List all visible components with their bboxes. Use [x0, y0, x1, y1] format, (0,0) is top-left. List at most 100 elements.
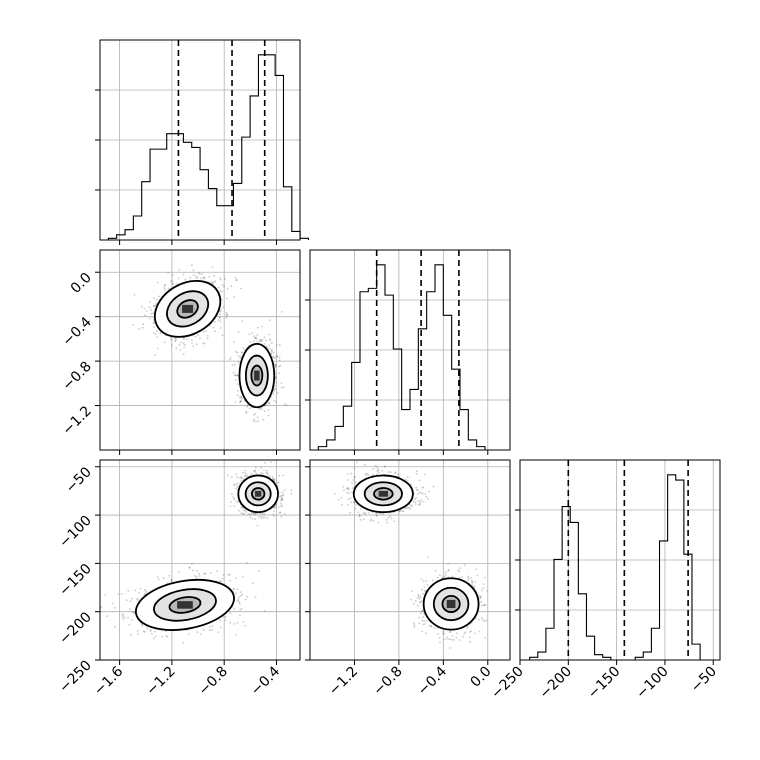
sample-point: [248, 407, 251, 410]
sample-point: [418, 622, 421, 625]
sample-point: [195, 277, 198, 280]
sample-point: [421, 487, 424, 489]
sample-point: [214, 330, 217, 333]
sample-point: [174, 339, 177, 342]
sample-point: [239, 401, 241, 404]
sample-point: [415, 486, 418, 489]
sample-point: [234, 277, 237, 279]
sample-point: [451, 635, 454, 637]
sample-point: [155, 635, 157, 638]
sample-point: [375, 512, 378, 515]
sample-point: [209, 626, 211, 628]
sample-point: [235, 279, 238, 281]
sample-point: [356, 461, 358, 464]
sample-point: [279, 495, 281, 498]
sample-point: [281, 494, 284, 497]
sample-point: [269, 338, 271, 340]
sample-point: [240, 608, 243, 610]
sample-point: [418, 479, 421, 482]
sample-point: [144, 590, 147, 592]
contour-level-0: [176, 299, 199, 319]
sample-point: [233, 483, 236, 486]
sample-point: [213, 281, 216, 283]
sample-point: [240, 351, 243, 354]
sample-point: [152, 331, 155, 334]
sample-point: [133, 611, 135, 614]
sample-point: [210, 281, 213, 284]
sample-point: [203, 628, 205, 631]
sample-point: [182, 353, 185, 355]
sample-point: [259, 338, 262, 341]
sample-point: [184, 343, 186, 346]
sample-point: [130, 633, 132, 636]
sample-point: [234, 577, 237, 579]
sample-point: [262, 516, 265, 519]
sample-point: [166, 635, 169, 638]
sample-point: [263, 513, 266, 516]
sample-point: [448, 631, 451, 633]
sample-point: [419, 500, 421, 503]
sample-point: [257, 420, 259, 422]
sample-point: [272, 513, 275, 516]
sample-point: [219, 308, 222, 311]
sample-point: [419, 491, 421, 494]
sample-point: [220, 298, 223, 301]
sample-point: [333, 492, 336, 495]
sample-point: [138, 328, 141, 330]
sample-point: [250, 513, 253, 515]
sample-point: [265, 404, 268, 407]
sample-point: [411, 590, 414, 592]
sample-point: [221, 334, 224, 337]
sample-point: [163, 284, 166, 287]
sample-point: [277, 481, 280, 484]
sample-point: [233, 374, 236, 376]
sample-point: [233, 623, 236, 625]
sample-point: [148, 301, 151, 303]
sample-point: [127, 616, 129, 619]
sample-point: [273, 515, 276, 518]
sample-point: [351, 491, 354, 494]
sample-point: [192, 345, 195, 348]
sample-point: [226, 287, 229, 290]
sample-point: [139, 587, 142, 590]
sample-point: [221, 577, 224, 580]
sample-point: [132, 323, 135, 326]
sample-point: [404, 507, 407, 510]
sample-point: [213, 275, 216, 277]
sample-point: [233, 363, 236, 366]
sample-point: [239, 608, 242, 611]
sample-point: [219, 327, 222, 329]
sample-point: [174, 337, 177, 340]
sample-point: [263, 336, 266, 339]
sample-point: [374, 464, 377, 467]
sample-point: [240, 396, 243, 399]
sample-point: [274, 388, 277, 391]
sample-point: [265, 471, 267, 474]
sample-point: [416, 604, 419, 607]
sample-point: [387, 516, 390, 519]
sample-point: [420, 499, 423, 501]
sample-point: [257, 326, 260, 329]
sample-point: [420, 601, 422, 603]
sample-point: [290, 492, 293, 495]
sample-point: [226, 313, 228, 316]
sample-point: [236, 351, 239, 354]
sample-point: [179, 349, 182, 351]
sample-point: [208, 275, 211, 278]
sample-point: [169, 337, 172, 339]
sample-point: [267, 402, 270, 405]
sample-point: [279, 512, 281, 514]
sample-point: [422, 592, 424, 595]
sample-point: [366, 473, 369, 475]
sample-point: [132, 611, 135, 614]
contour-level-0: [250, 364, 264, 387]
sample-point: [254, 469, 256, 472]
contour-level-2: [237, 474, 279, 514]
sample-point: [171, 274, 174, 277]
sample-point: [141, 305, 143, 308]
sample-point: [405, 506, 407, 509]
sample-point: [272, 355, 275, 358]
sample-point: [241, 397, 243, 400]
hist-panel-p2: [515, 459, 721, 665]
sample-point: [248, 333, 251, 335]
